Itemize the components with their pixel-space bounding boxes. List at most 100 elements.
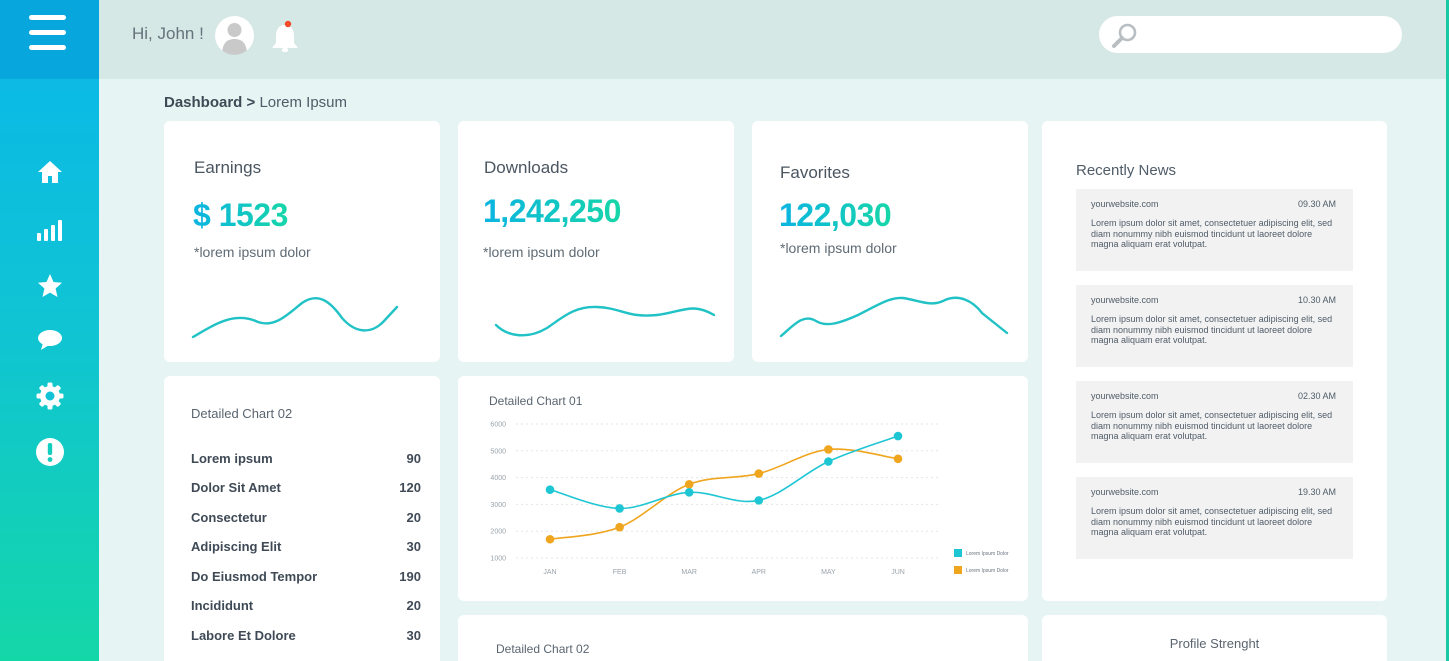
list-item: Adipiscing Elit 30 [191, 539, 421, 559]
list-item-value: 20 [406, 510, 421, 525]
favorites-note: *lorem ipsum dolor [780, 240, 897, 256]
notification-bell-icon[interactable] [267, 17, 303, 55]
bar-chart-icon[interactable] [33, 213, 67, 247]
home-icon[interactable] [33, 155, 67, 189]
data-point[interactable] [545, 485, 555, 494]
right-edge-accent [1446, 0, 1449, 661]
breadcrumb-current: Lorem Ipsum [259, 94, 348, 111]
news-title: Recently News [1076, 162, 1177, 179]
breadcrumb: Dashboard > Lorem Ipsum [164, 94, 347, 111]
data-point[interactable] [754, 496, 764, 505]
star-icon[interactable] [33, 269, 67, 303]
data-point[interactable] [824, 445, 833, 454]
gear-icon[interactable] [33, 379, 67, 413]
earnings-value: $ 1523 [193, 197, 288, 233]
search-icon[interactable] [1111, 21, 1139, 49]
news-item[interactable]: yourwebsite.com 09.30 AM Lorem ipsum dol… [1076, 189, 1353, 271]
list-item-label: Consectetur [191, 510, 267, 525]
data-point[interactable] [754, 469, 764, 478]
earnings-sparkline [191, 297, 399, 339]
news-time: 09.30 AM [1297, 199, 1336, 209]
list-item: Labore Et Dolore 30 [191, 628, 421, 648]
earnings-card: Earnings $ 1523 *lorem ipsum dolor [164, 121, 440, 362]
y-tick-label: 5000 [490, 448, 506, 455]
y-tick-label: 4000 [490, 475, 506, 482]
x-tick-label: MAR [681, 569, 697, 576]
legend-label-2: Lorem Ipsum Dolor [966, 568, 1009, 574]
data-point[interactable] [684, 488, 694, 497]
data-point[interactable] [615, 504, 624, 513]
data-point[interactable] [615, 522, 624, 532]
detailed-list-card: Detailed Chart 02 Lorem ipsum 90 Dolor Sit… [164, 376, 440, 661]
greeting-text: Hi, John ! [132, 24, 204, 43]
downloads-title: Downloads [484, 158, 569, 177]
legend-item-1: Lorem Ipsum Dolor [954, 549, 1024, 559]
breadcrumb-separator: > [246, 94, 256, 111]
y-tick-label: 6000 [490, 422, 506, 429]
x-tick-label: APR [752, 569, 766, 576]
detailed-chart-02-title: Detailed Chart 02 [496, 642, 590, 656]
list-item-label: Do Eiusmod Tempor [191, 569, 318, 584]
y-tick-label: 1000 [490, 556, 506, 563]
favorites-value: 122,030 [779, 197, 892, 233]
list-item: Dolor Sit Amet 120 [191, 480, 421, 500]
list-item-label: Adipiscing Elit [191, 539, 282, 554]
data-point[interactable] [684, 480, 694, 489]
list-item-value: 30 [406, 628, 421, 643]
favorites-card: Favorites 122,030 *lorem ipsum dolor [752, 121, 1028, 362]
list-item: Do Eiusmod Tempor 190 [191, 569, 421, 589]
list-item: Incididunt 20 [191, 598, 421, 618]
list-item-value: 190 [399, 569, 421, 584]
exclamation-icon[interactable] [33, 435, 67, 469]
profile-strength-card: Profile Strenght [1042, 615, 1387, 661]
avatar[interactable] [215, 16, 254, 55]
detailed-chart-card: Detailed Chart 01 1000 2000 3000 4000 5000 60… [458, 376, 1028, 601]
y-tick-label: 3000 [490, 502, 506, 509]
legend-label-1: Lorem Ipsum Dolor [966, 551, 1009, 557]
news-item[interactable]: yourwebsite.com 10.30 AM Lorem ipsum dol… [1076, 285, 1353, 367]
data-point[interactable] [893, 431, 903, 441]
news-card: Recently News yourwebsite.com 09.30 AM L… [1042, 121, 1387, 601]
earnings-title: Earnings [194, 158, 262, 177]
news-item[interactable]: yourwebsite.com 02.30 AM Lorem ipsum dol… [1076, 381, 1353, 463]
line-chart: 1000 2000 3000 4000 5000 6000 JAN FEB MAR APR MAY J… [490, 422, 940, 576]
top-bar: Hi, John ! [99, 0, 1449, 79]
x-tick-label: MAY [821, 569, 836, 576]
favorites-sparkline [779, 296, 1009, 338]
downloads-note: *lorem ipsum dolor [483, 244, 600, 260]
list-item: Lorem ipsum 90 [191, 451, 421, 471]
x-tick-label: JAN [543, 569, 556, 576]
earnings-note: *lorem ipsum dolor [194, 244, 311, 260]
news-site: yourwebsite.com [1091, 487, 1159, 497]
news-time: 19.30 AM [1297, 487, 1336, 497]
sidebar [0, 0, 99, 661]
series-line-1 [549, 435, 899, 510]
menu-icon[interactable] [29, 15, 66, 50]
news-body: Lorem ipsum dolor sit amet, consectetuer… [1091, 506, 1333, 537]
news-body: Lorem ipsum dolor sit amet, consectetuer… [1091, 410, 1333, 441]
data-point[interactable] [545, 534, 555, 544]
data-point[interactable] [824, 457, 833, 466]
data-point[interactable] [893, 454, 903, 464]
news-time: 02.30 AM [1297, 391, 1336, 401]
list-item-label: Incididunt [191, 598, 254, 613]
news-site: yourwebsite.com [1091, 391, 1159, 401]
detailed-chart-02-card: Detailed Chart 02 [458, 615, 1028, 661]
y-tick-label: 2000 [490, 529, 506, 536]
news-body: Lorem ipsum dolor sit amet, consectetuer… [1091, 218, 1333, 249]
chat-bubble-icon[interactable] [33, 323, 67, 357]
detailed-list-title: Detailed Chart 02 [191, 406, 293, 421]
list-item-value: 120 [399, 480, 421, 495]
list-item-label: Dolor Sit Amet [191, 480, 281, 495]
list-item-value: 20 [406, 598, 421, 613]
search-box [1099, 16, 1402, 53]
favorites-title: Favorites [780, 163, 850, 182]
list-item-value: 30 [406, 539, 421, 554]
downloads-card: Downloads 1,242,250 *lorem ipsum dolor [458, 121, 734, 362]
series-line-2 [549, 448, 899, 541]
search-input[interactable] [1151, 22, 1391, 47]
breadcrumb-root[interactable]: Dashboard [164, 94, 243, 111]
news-item[interactable]: yourwebsite.com 19.30 AM Lorem ipsum dol… [1076, 477, 1353, 559]
downloads-sparkline [494, 305, 716, 337]
legend-item-2: Lorem Ipsum Dolor [954, 566, 1024, 576]
